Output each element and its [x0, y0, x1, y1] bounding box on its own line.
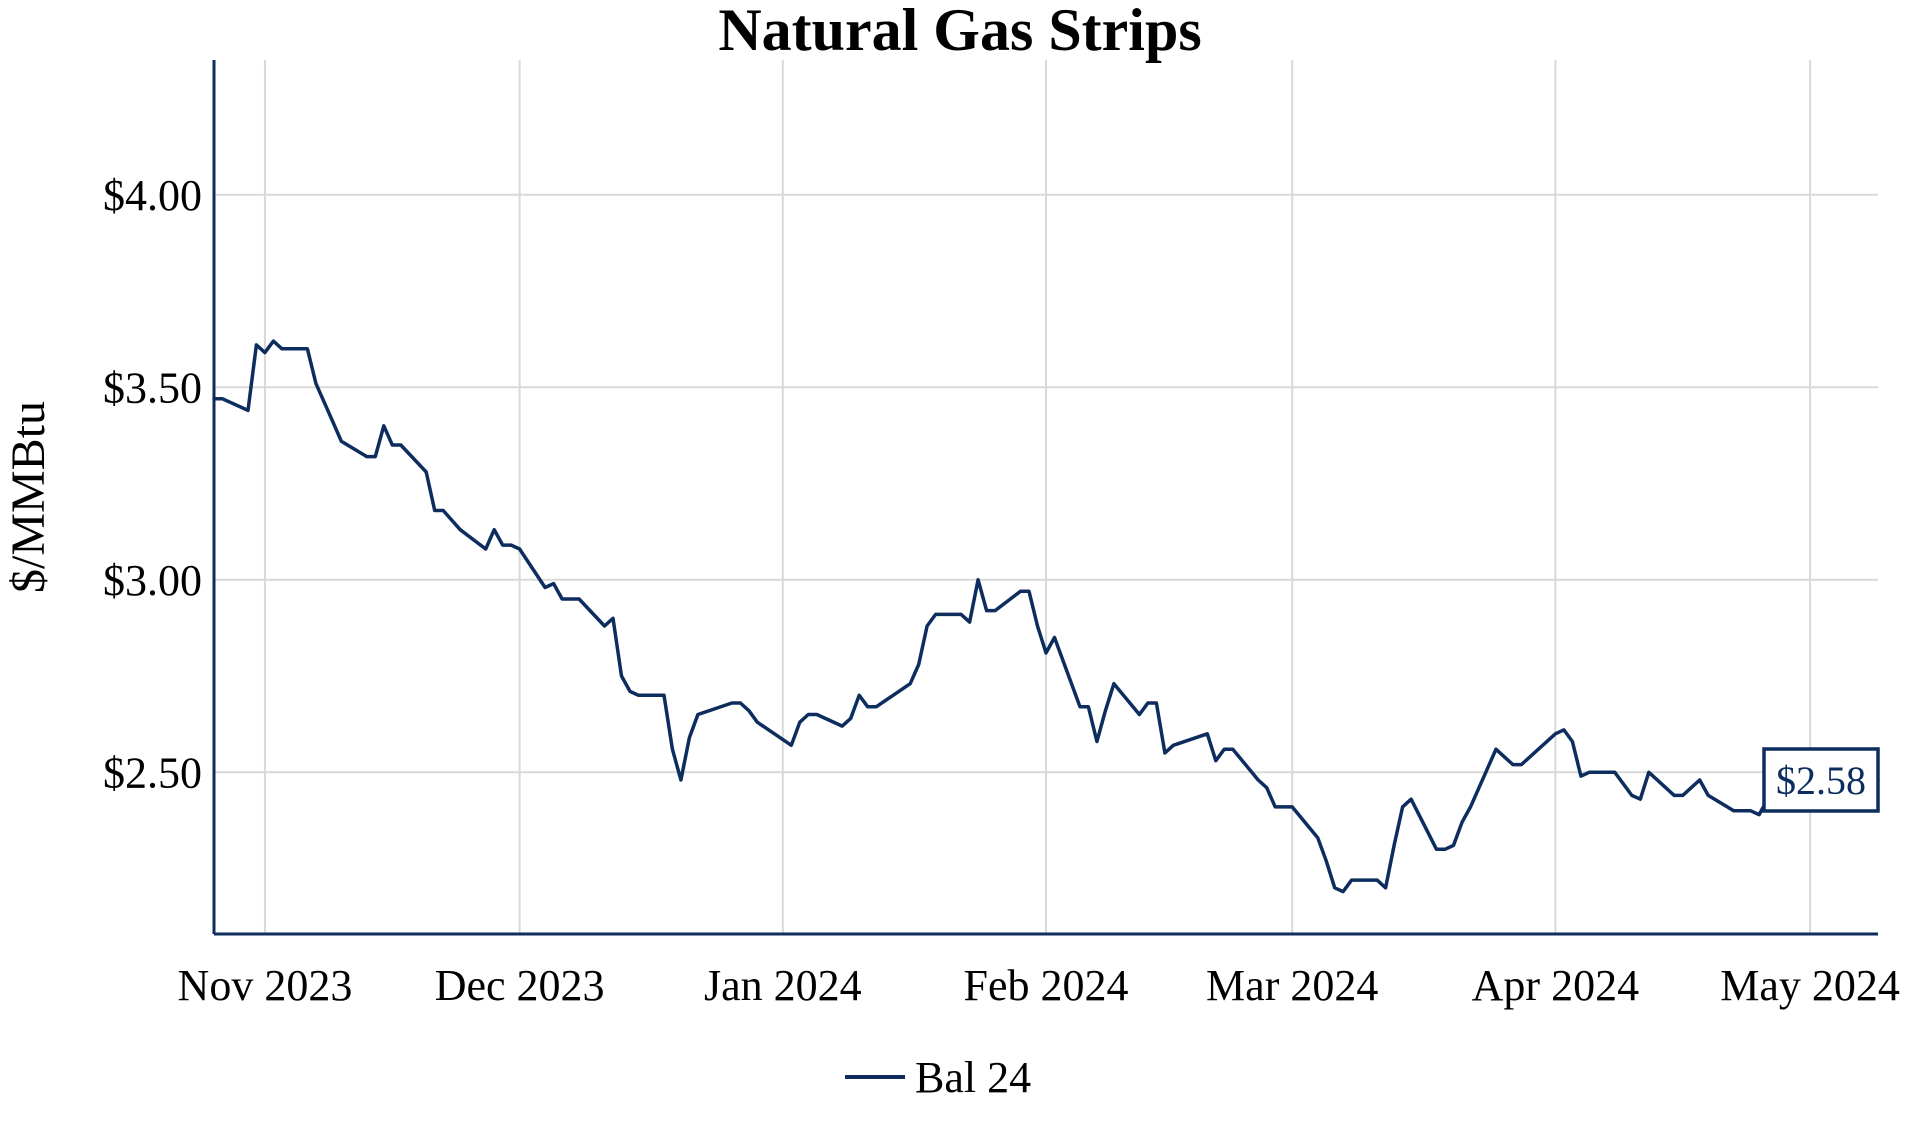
- y-tick-label: $2.50: [103, 748, 202, 797]
- legend-label: Bal 24: [915, 1053, 1031, 1102]
- x-tick-label: Feb 2024: [964, 961, 1129, 1010]
- x-tick-label: Nov 2023: [178, 961, 353, 1010]
- y-tick-label: $3.50: [103, 363, 202, 412]
- legend-item: Bal 24: [845, 1053, 1031, 1102]
- end-value-box: [1762, 747, 1880, 813]
- x-tick-label: May 2024: [1720, 961, 1900, 1010]
- x-tick-label: Apr 2024: [1472, 961, 1639, 1010]
- chart-title: Natural Gas Strips: [718, 0, 1202, 63]
- x-tick-label: Mar 2024: [1206, 961, 1378, 1010]
- y-tick-label: $4.00: [103, 171, 202, 220]
- gridlines: [214, 60, 1878, 934]
- series-lines: [212, 339, 1880, 894]
- end-value-label: $2.58: [1762, 747, 1880, 813]
- x-tick-label: Jan 2024: [704, 961, 862, 1010]
- tick-labels: $2.50 $3.00 $3.50 $4.00 Nov 2023 Dec 2023 Jan …: [103, 171, 1900, 1010]
- x-tick-label: Dec 2023: [435, 961, 605, 1010]
- axes: [212, 60, 1878, 936]
- series-line-bal-24: [212, 339, 1880, 894]
- y-axis-title: $/MMBtu: [2, 401, 55, 593]
- y-tick-label: $3.00: [103, 556, 202, 605]
- end-value-text: $2.58: [1776, 758, 1866, 803]
- end-labels: $2.58: [1762, 747, 1880, 813]
- legend: Bal 24: [845, 1053, 1031, 1102]
